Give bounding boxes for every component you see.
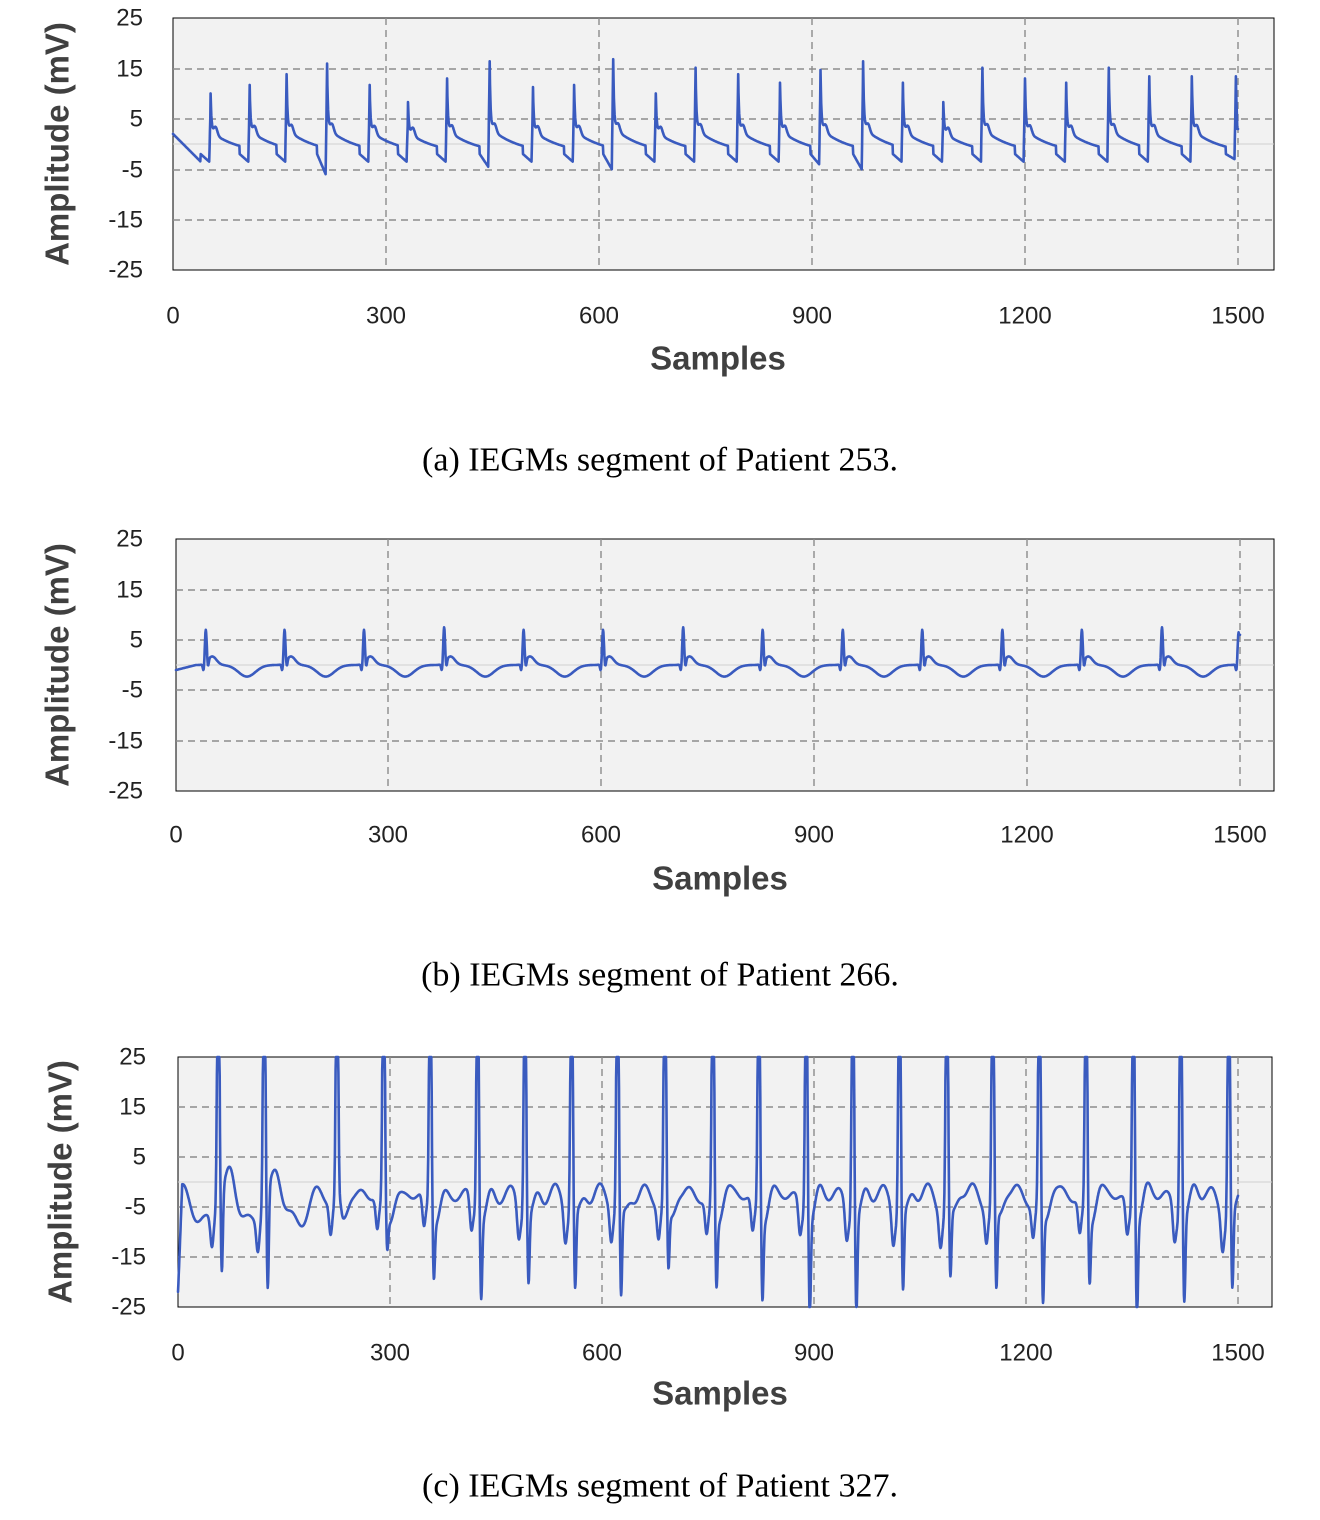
y-tick-label: -5 [125, 1194, 146, 1221]
x-tick-label: 600 [579, 303, 619, 330]
y-tick-label: 5 [133, 1144, 146, 1171]
x-tick-label: 600 [582, 1340, 622, 1367]
y-axis-title: Amplitude (mV) [42, 1060, 79, 1304]
panel-c: 25 15 5 -5 -15 -25 0 300 600 900 1200 15… [42, 1044, 1273, 1505]
y-tick-labels: 25 15 5 -5 -15 -25 [108, 5, 143, 284]
x-tick-label: 900 [794, 1340, 834, 1367]
figure-caption: (a) IEGMs segment of Patient 253. [422, 442, 898, 479]
y-tick-label: 5 [130, 106, 143, 133]
x-tick-label: 900 [792, 303, 832, 330]
x-tick-label: 900 [794, 822, 834, 849]
y-tick-label: -15 [108, 207, 143, 234]
y-tick-label: 25 [116, 5, 143, 32]
grid-lines [178, 1057, 1272, 1307]
x-tick-label: 1200 [998, 303, 1051, 330]
y-tick-label: -5 [122, 677, 143, 704]
figure-caption: (b) IEGMs segment of Patient 266. [421, 957, 899, 994]
x-tick-label: 0 [166, 303, 179, 330]
y-tick-label: -15 [108, 728, 143, 755]
panel-b: 25 15 5 -5 -15 -25 0 300 600 900 1200 15… [39, 526, 1275, 994]
series-line [174, 626, 1242, 678]
y-axis-title: Amplitude (mV) [39, 22, 76, 266]
y-tick-label: -25 [111, 1294, 146, 1321]
x-tick-labels: 0 300 600 900 1200 1500 [171, 1340, 1264, 1367]
y-tick-label: 15 [116, 56, 143, 83]
x-axis-title: Samples [652, 1375, 788, 1412]
y-tick-label: -5 [122, 157, 143, 184]
series-line [176, 1055, 1240, 1309]
x-tick-label: 0 [169, 822, 182, 849]
x-axis-title: Samples [650, 340, 786, 377]
y-tick-label: 15 [116, 577, 143, 604]
y-tick-label: 15 [119, 1094, 146, 1121]
figure-caption: (c) IEGMs segment of Patient 327. [422, 1468, 898, 1505]
y-tick-label: -15 [111, 1244, 146, 1271]
x-tick-label: 600 [581, 822, 621, 849]
x-tick-label: 1200 [1000, 822, 1053, 849]
x-tick-labels: 0 300 600 900 1200 1500 [166, 303, 1264, 330]
x-tick-label: 0 [171, 1340, 184, 1367]
x-tick-label: 300 [370, 1340, 410, 1367]
y-tick-labels: 25 15 5 -5 -15 -25 [108, 526, 143, 805]
y-tick-label: 25 [116, 526, 143, 553]
x-tick-label: 1500 [1213, 822, 1266, 849]
x-tick-label: 1500 [1211, 1340, 1264, 1367]
y-tick-label: -25 [108, 778, 143, 805]
x-axis-title: Samples [652, 860, 788, 897]
x-tick-labels: 0 300 600 900 1200 1500 [169, 822, 1266, 849]
x-tick-label: 1500 [1211, 303, 1264, 330]
y-axis-title: Amplitude (mV) [39, 543, 76, 787]
x-tick-label: 300 [368, 822, 408, 849]
y-tick-labels: 25 15 5 -5 -15 -25 [111, 1044, 146, 1321]
panel-a: 25 15 5 -5 -15 -25 0 300 600 900 1200 15… [39, 5, 1275, 479]
series-line [171, 57, 1240, 176]
x-tick-label: 1200 [999, 1340, 1052, 1367]
y-tick-label: -25 [108, 257, 143, 284]
x-tick-label: 300 [366, 303, 406, 330]
y-tick-label: 5 [130, 627, 143, 654]
y-tick-label: 25 [119, 1044, 146, 1071]
